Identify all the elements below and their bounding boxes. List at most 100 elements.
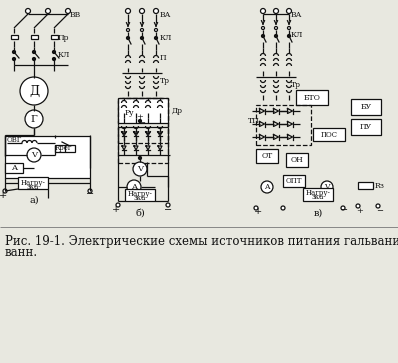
Text: Тр: Тр <box>291 81 301 89</box>
Bar <box>118 98 168 163</box>
Circle shape <box>140 29 144 32</box>
Text: ВВ: ВВ <box>70 11 81 19</box>
Text: КЛ: КЛ <box>160 34 172 42</box>
Bar <box>118 99 168 143</box>
Circle shape <box>66 8 70 13</box>
Bar <box>283 175 305 187</box>
Text: A: A <box>131 183 137 191</box>
Text: A: A <box>11 164 17 172</box>
Circle shape <box>356 204 360 208</box>
Text: ОВГ: ОВГ <box>7 136 22 144</box>
Circle shape <box>125 8 131 13</box>
Text: +: + <box>137 113 143 121</box>
Text: Др: Др <box>172 107 183 115</box>
Text: ванн.: ванн. <box>5 246 38 260</box>
Circle shape <box>53 57 55 61</box>
Circle shape <box>261 8 265 13</box>
Circle shape <box>261 26 265 29</box>
Text: ОН: ОН <box>291 156 303 164</box>
Text: Нагру-: Нагру- <box>21 179 45 187</box>
Circle shape <box>116 203 120 207</box>
Bar <box>358 182 373 189</box>
Text: Пр: Пр <box>58 34 70 42</box>
Circle shape <box>273 8 279 13</box>
Circle shape <box>20 77 48 105</box>
Text: −: − <box>164 205 172 215</box>
Circle shape <box>33 50 35 53</box>
Circle shape <box>127 37 129 40</box>
Circle shape <box>321 181 333 193</box>
Text: Ру: Ру <box>125 109 135 117</box>
Text: ВА: ВА <box>160 11 172 19</box>
Circle shape <box>133 162 147 176</box>
Circle shape <box>25 8 31 13</box>
Text: Г: Г <box>31 114 37 123</box>
Text: в): в) <box>313 208 323 217</box>
Text: +: + <box>112 205 120 215</box>
Bar <box>256 149 278 163</box>
Text: V: V <box>137 165 143 173</box>
Text: БТО: БТО <box>304 94 320 102</box>
Text: а): а) <box>29 196 39 204</box>
Circle shape <box>140 37 144 40</box>
Text: A: A <box>264 183 270 191</box>
Circle shape <box>154 8 158 13</box>
Bar <box>256 105 311 145</box>
Bar <box>286 153 308 167</box>
Text: +: + <box>356 207 363 215</box>
Circle shape <box>254 206 258 210</box>
Text: БУ: БУ <box>361 103 372 111</box>
Circle shape <box>12 50 16 53</box>
Text: −: − <box>340 207 348 216</box>
Text: зка: зка <box>134 194 146 202</box>
Circle shape <box>139 119 142 122</box>
Text: ОПТ: ОПТ <box>286 177 302 185</box>
Circle shape <box>127 180 141 194</box>
Text: ПОС: ПОС <box>320 131 338 139</box>
Text: Нагру-: Нагру- <box>128 190 152 198</box>
Circle shape <box>166 203 170 207</box>
Bar <box>5 163 23 173</box>
Circle shape <box>275 26 277 29</box>
Text: −: − <box>86 191 94 200</box>
Circle shape <box>3 189 7 193</box>
Circle shape <box>376 204 380 208</box>
Circle shape <box>281 206 285 210</box>
Text: −: − <box>138 119 145 127</box>
Bar <box>303 188 333 201</box>
Circle shape <box>154 29 158 32</box>
Circle shape <box>12 57 16 61</box>
Text: ОТ: ОТ <box>261 152 273 160</box>
Circle shape <box>33 57 35 61</box>
Bar <box>296 90 328 105</box>
Circle shape <box>275 34 277 37</box>
Text: ПУ: ПУ <box>360 123 372 131</box>
Text: Д: Д <box>29 85 39 98</box>
Circle shape <box>287 8 291 13</box>
Text: Тр: Тр <box>160 77 170 85</box>
Text: V: V <box>31 151 37 159</box>
Circle shape <box>27 148 41 162</box>
Circle shape <box>88 189 92 193</box>
Circle shape <box>25 110 43 128</box>
Circle shape <box>341 206 345 210</box>
Bar <box>351 99 381 115</box>
Circle shape <box>261 34 265 37</box>
Bar <box>125 189 155 201</box>
Bar <box>118 98 168 123</box>
Text: Нагру-: Нагру- <box>306 189 330 197</box>
Bar <box>18 177 48 189</box>
Text: −: − <box>376 207 383 215</box>
Text: КЛ: КЛ <box>291 31 303 39</box>
Bar <box>5 136 90 178</box>
Text: КЛ: КЛ <box>58 51 70 59</box>
Circle shape <box>45 8 51 13</box>
Circle shape <box>261 181 273 193</box>
Circle shape <box>139 156 142 159</box>
Circle shape <box>287 26 291 29</box>
Text: зка: зка <box>27 183 39 191</box>
Text: Rз: Rз <box>375 182 385 190</box>
Circle shape <box>127 29 129 32</box>
Bar <box>313 128 345 141</box>
Bar <box>10 35 18 39</box>
